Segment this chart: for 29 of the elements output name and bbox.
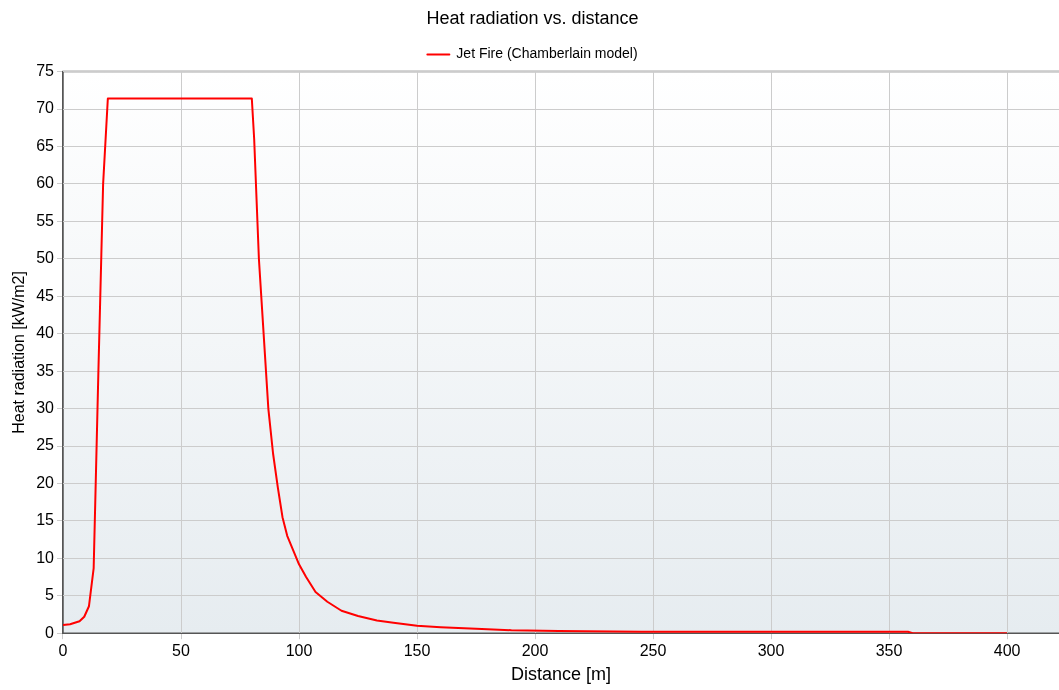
y-tick-label: 0 [45, 623, 55, 641]
y-axis-title: Heat radiation [kW/m2] [10, 271, 28, 434]
y-tick-label: 60 [36, 174, 55, 192]
chart-title: Heat radiation vs. distance [426, 7, 639, 28]
x-tick-label: 0 [58, 642, 68, 660]
x-axis-title: Distance [m] [510, 664, 612, 685]
y-tick-label: 50 [36, 249, 55, 267]
y-tick-label: 30 [36, 398, 55, 416]
x-tick-label: 50 [172, 642, 191, 660]
y-tick-label: 25 [36, 436, 55, 454]
y-tick-label: 35 [36, 361, 55, 379]
y-tick-label: 20 [36, 473, 55, 491]
x-tick-label: 300 [757, 642, 785, 660]
x-tick-label: 150 [403, 642, 431, 660]
x-tick-label: 400 [993, 642, 1021, 660]
y-tick-label: 70 [36, 99, 55, 117]
x-tick-label: 250 [639, 642, 667, 660]
y-tick-label: 55 [36, 211, 55, 229]
y-tick-label: 75 [36, 62, 55, 80]
x-tick-label: 200 [521, 642, 549, 660]
y-tick-label: 5 [45, 586, 55, 604]
y-tick-label: 10 [36, 548, 55, 566]
y-tick-label: 40 [36, 324, 55, 342]
x-tick-label: 350 [875, 642, 903, 660]
y-tick-label: 45 [36, 286, 55, 304]
legend-label: Jet Fire (Chamberlain model) [456, 45, 638, 62]
x-tick-label: 100 [285, 642, 313, 660]
y-tick-label: 15 [36, 511, 55, 529]
y-tick-label: 65 [36, 136, 55, 154]
